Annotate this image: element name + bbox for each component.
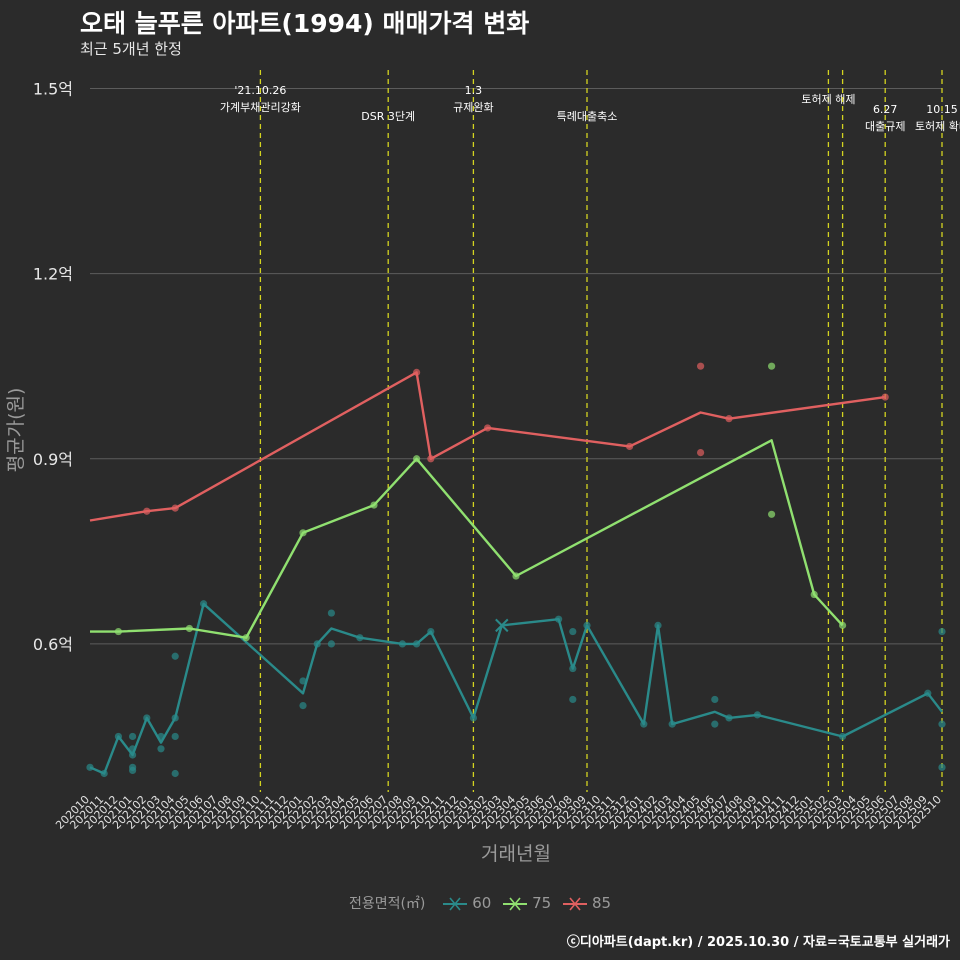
data-point-60 — [129, 732, 137, 741]
data-point-60 — [938, 720, 946, 728]
data-point-60 — [129, 751, 137, 759]
event-annotation: 토허제 확대 — [915, 120, 960, 133]
event-annotation: 규제완화 — [453, 101, 493, 114]
data-point-60 — [668, 720, 676, 728]
event-annotation: 가계부채관리강화 — [220, 101, 301, 114]
event-annotation: 10.15 — [926, 103, 958, 116]
data-point-75 — [810, 590, 818, 599]
data-point-60 — [200, 600, 208, 608]
data-point-60 — [313, 640, 321, 648]
data-point-85 — [484, 424, 492, 432]
data-point-60 — [171, 652, 179, 660]
data-point-60 — [171, 732, 179, 741]
y-axis-title: 평균가(원) — [5, 388, 27, 473]
legend-item-85[interactable]: 85 — [562, 894, 611, 912]
data-point-60 — [654, 621, 662, 629]
series-line-60 — [89, 602, 943, 775]
data-point-85 — [427, 455, 435, 463]
data-point-60 — [413, 640, 421, 648]
event-annotation: 1.3 — [465, 84, 483, 97]
data-point-85 — [881, 393, 889, 401]
y-tick-label: 1.5억 — [33, 80, 73, 99]
data-point-85 — [143, 507, 151, 515]
legend-label-85: 85 — [591, 894, 612, 912]
data-point-75 — [185, 624, 193, 633]
y-tick-label: 1.2억 — [33, 265, 73, 284]
legend-label-75: 75 — [532, 894, 552, 912]
data-point-75 — [242, 634, 250, 642]
data-point-60 — [711, 695, 719, 704]
legend-item-75[interactable]: 75 — [502, 894, 551, 912]
event-annotation: 대출규제 — [865, 120, 905, 133]
data-point-60 — [86, 763, 94, 771]
y-tick-label: 0.6억 — [33, 635, 73, 654]
y-tick-label: 0.9억 — [33, 450, 73, 469]
data-point-75 — [768, 510, 776, 518]
data-point-60 — [171, 769, 179, 778]
data-point-60 — [129, 745, 137, 753]
data-point-60 — [114, 732, 122, 741]
legend-label-60: 60 — [472, 894, 492, 912]
data-point-60 — [924, 689, 932, 697]
data-point-75 — [299, 529, 307, 537]
cross-mark-60 — [495, 618, 509, 633]
legend: 전용면적(㎡) 60 75 85 — [0, 893, 960, 913]
data-point-60 — [143, 714, 151, 722]
event-annotation: '21.10.26 — [234, 84, 286, 97]
data-point-60 — [839, 732, 847, 741]
data-point-85 — [413, 368, 421, 376]
data-point-60 — [569, 695, 577, 704]
event-annotation: 특례대출축소 — [557, 110, 618, 123]
data-point-85 — [697, 448, 705, 457]
credit-text: ⓒ디아파트(dapt.kr) / 2025.10.30 / 자료=국토교통부 실… — [566, 935, 950, 950]
data-point-60 — [327, 609, 335, 617]
data-point-75 — [114, 627, 122, 636]
data-point-85 — [697, 362, 705, 370]
data-point-85 — [171, 504, 179, 512]
data-point-75 — [839, 621, 847, 629]
event-annotation: 토허제 해제 — [801, 92, 855, 106]
data-point-60 — [129, 766, 137, 775]
legend-swatch-60 — [443, 896, 468, 911]
data-point-60 — [157, 745, 165, 753]
data-point-75 — [768, 362, 776, 370]
data-point-60 — [356, 634, 364, 642]
data-point-85 — [725, 415, 733, 423]
series-line-85 — [89, 371, 886, 522]
data-point-60 — [157, 732, 165, 741]
data-point-60 — [100, 769, 108, 778]
data-point-60 — [753, 711, 762, 719]
legend-swatch-85 — [562, 896, 587, 911]
data-point-60 — [569, 627, 577, 636]
chart-subtitle: 최근 5개년 한정 — [80, 40, 182, 58]
data-point-60 — [469, 714, 477, 722]
data-point-60 — [299, 677, 307, 685]
data-point-60 — [327, 640, 335, 648]
data-point-60 — [938, 763, 946, 771]
data-point-60 — [938, 627, 946, 636]
data-point-60 — [569, 664, 577, 673]
data-point-60 — [640, 720, 648, 728]
data-point-75 — [370, 501, 378, 509]
data-point-60 — [171, 714, 179, 722]
data-point-75 — [413, 455, 421, 463]
chart-title: 오태 늘푸른 아파트(1994) 매매가격 변화 — [80, 9, 530, 38]
data-point-60 — [398, 640, 406, 648]
data-point-60 — [711, 720, 719, 728]
x-axis-title: 거래년월 — [481, 843, 551, 865]
event-annotation: DSR 3단계 — [361, 110, 415, 123]
data-point-60 — [299, 702, 307, 710]
legend-swatch-75 — [503, 896, 528, 911]
data-point-85 — [626, 442, 634, 451]
data-point-60 — [427, 627, 435, 636]
legend-title: 전용면적(㎡) — [348, 896, 426, 912]
legend-item-60[interactable]: 60 — [442, 894, 491, 912]
data-point-60 — [725, 714, 733, 722]
event-annotation: 6.27 — [873, 103, 898, 116]
data-point-60 — [555, 615, 563, 623]
data-point-60 — [583, 621, 591, 629]
data-point-75 — [512, 572, 520, 580]
